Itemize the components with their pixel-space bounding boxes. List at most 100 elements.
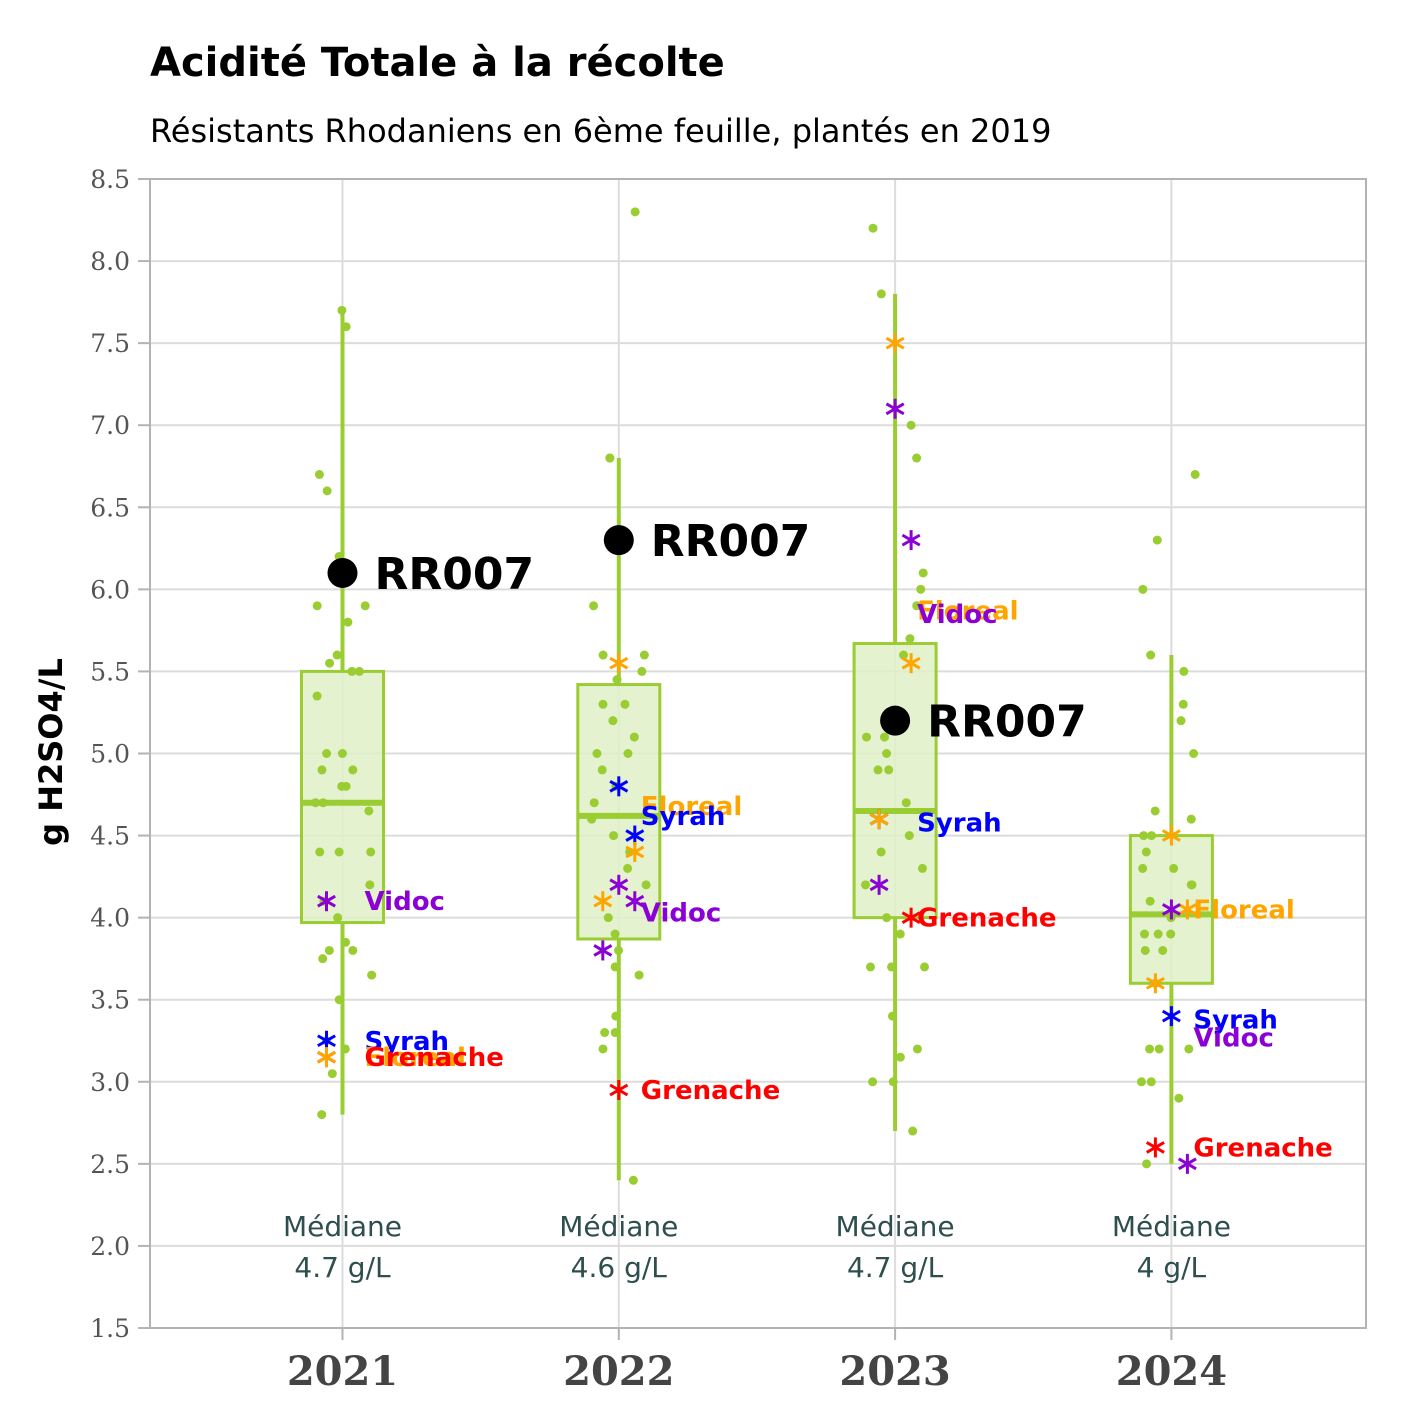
vidoc-label: Vidoc bbox=[917, 600, 997, 630]
data-point bbox=[598, 699, 608, 709]
grenache-label: Grenache bbox=[641, 1076, 780, 1106]
data-point bbox=[882, 913, 892, 923]
data-point bbox=[324, 945, 334, 955]
data-point bbox=[905, 634, 915, 644]
data-point bbox=[614, 945, 624, 955]
data-point bbox=[315, 847, 325, 857]
highlight-label: RR007 bbox=[927, 697, 1087, 748]
data-point bbox=[589, 601, 599, 611]
data-point bbox=[322, 749, 332, 758]
x-tick-label: 2021 bbox=[287, 1348, 398, 1395]
data-point bbox=[337, 749, 347, 758]
data-point bbox=[887, 962, 897, 972]
syrah-marker bbox=[609, 776, 629, 797]
data-point bbox=[623, 749, 633, 758]
median-label-title: Médiane bbox=[836, 1210, 955, 1243]
floreal-marker bbox=[901, 653, 921, 674]
data-point bbox=[880, 732, 890, 742]
vidoc-label: Vidoc bbox=[641, 899, 721, 929]
data-point bbox=[1146, 650, 1156, 660]
data-point bbox=[364, 806, 374, 816]
data-point bbox=[318, 798, 328, 808]
data-point bbox=[343, 617, 353, 627]
data-point bbox=[600, 1028, 610, 1038]
floreal-marker bbox=[869, 809, 889, 830]
data-point bbox=[876, 289, 886, 299]
median-label-value: 4 g/L bbox=[1137, 1251, 1207, 1284]
floreal-marker bbox=[609, 653, 629, 674]
data-point bbox=[612, 675, 622, 685]
chart-title: Acidité Totale à la récolte bbox=[150, 40, 725, 86]
data-point bbox=[620, 699, 630, 709]
data-point bbox=[334, 995, 344, 1005]
data-point bbox=[312, 691, 322, 701]
data-point bbox=[630, 207, 640, 217]
data-point bbox=[1178, 699, 1188, 709]
jitter-points bbox=[311, 207, 1200, 1185]
data-point bbox=[311, 798, 321, 808]
data-point bbox=[912, 601, 922, 611]
floreal-marker bbox=[1145, 973, 1165, 994]
y-tick-label: 5.0 bbox=[90, 740, 130, 769]
data-point bbox=[1169, 863, 1179, 873]
y-tick-label: 1.5 bbox=[90, 1314, 130, 1343]
floreal-label: Floreal bbox=[1193, 895, 1294, 925]
data-point bbox=[592, 749, 602, 758]
vidoc-marker bbox=[593, 940, 613, 961]
data-point bbox=[1140, 929, 1150, 939]
data-point bbox=[1189, 749, 1199, 758]
box-iqr bbox=[852, 642, 938, 920]
data-point bbox=[629, 732, 639, 742]
data-point bbox=[912, 1044, 922, 1054]
data-point bbox=[1141, 847, 1151, 857]
median-label-value: 4.6 g/L bbox=[571, 1251, 668, 1284]
data-point bbox=[314, 469, 324, 479]
data-point bbox=[317, 765, 327, 775]
data-point bbox=[332, 650, 342, 660]
median-label-title: Médiane bbox=[559, 1210, 678, 1243]
data-point bbox=[610, 929, 620, 939]
y-axis-ticks: 1.5 2.0 2.5 3.0 3.5 4.0 4.5 5.0 5.5 6.0 6.5 7.0 7.5 8… bbox=[90, 165, 150, 1343]
grenache-marker bbox=[1145, 1137, 1165, 1158]
vidoc-marker bbox=[1177, 1153, 1197, 1174]
data-point bbox=[1139, 831, 1149, 841]
data-point bbox=[337, 781, 347, 791]
data-point bbox=[597, 765, 607, 775]
floreal-marker bbox=[625, 841, 645, 862]
chart-subtitle: Résistants Rhodaniens en 6ème feuille, p… bbox=[150, 112, 1051, 150]
floreal-marker bbox=[317, 1047, 336, 1068]
data-point bbox=[634, 970, 644, 980]
highlight-point bbox=[327, 557, 358, 588]
data-point bbox=[1147, 831, 1157, 841]
data-point bbox=[1145, 1044, 1155, 1054]
data-point bbox=[598, 650, 608, 660]
vidoc-marker bbox=[625, 891, 645, 912]
vidoc-label: Vidoc bbox=[365, 887, 445, 917]
grenache-marker bbox=[609, 1079, 629, 1100]
grenache-label: Grenache bbox=[1193, 1133, 1332, 1163]
data-point bbox=[917, 863, 927, 873]
syrah-label: Syrah bbox=[917, 808, 1002, 838]
data-point bbox=[895, 1052, 905, 1062]
data-point bbox=[1154, 1044, 1164, 1054]
data-point bbox=[1184, 1044, 1194, 1054]
data-point bbox=[637, 666, 647, 676]
data-point bbox=[611, 1011, 621, 1021]
data-point bbox=[1140, 945, 1150, 955]
data-point bbox=[327, 1069, 337, 1079]
highlight-markers: RR007 RR007 RR007 bbox=[327, 516, 1087, 748]
data-point bbox=[908, 1126, 918, 1136]
data-point bbox=[920, 962, 930, 972]
data-point bbox=[876, 847, 886, 857]
data-point bbox=[354, 666, 364, 676]
data-point bbox=[884, 765, 894, 775]
floreal-marker bbox=[1161, 825, 1181, 846]
data-point bbox=[348, 945, 358, 955]
x-tick-label: 2022 bbox=[563, 1348, 674, 1395]
y-tick-label: 7.0 bbox=[90, 411, 130, 440]
data-point bbox=[317, 1110, 327, 1120]
data-point bbox=[333, 913, 343, 923]
highlight-point bbox=[603, 525, 634, 556]
data-point bbox=[1152, 535, 1162, 545]
data-point bbox=[1145, 896, 1155, 906]
